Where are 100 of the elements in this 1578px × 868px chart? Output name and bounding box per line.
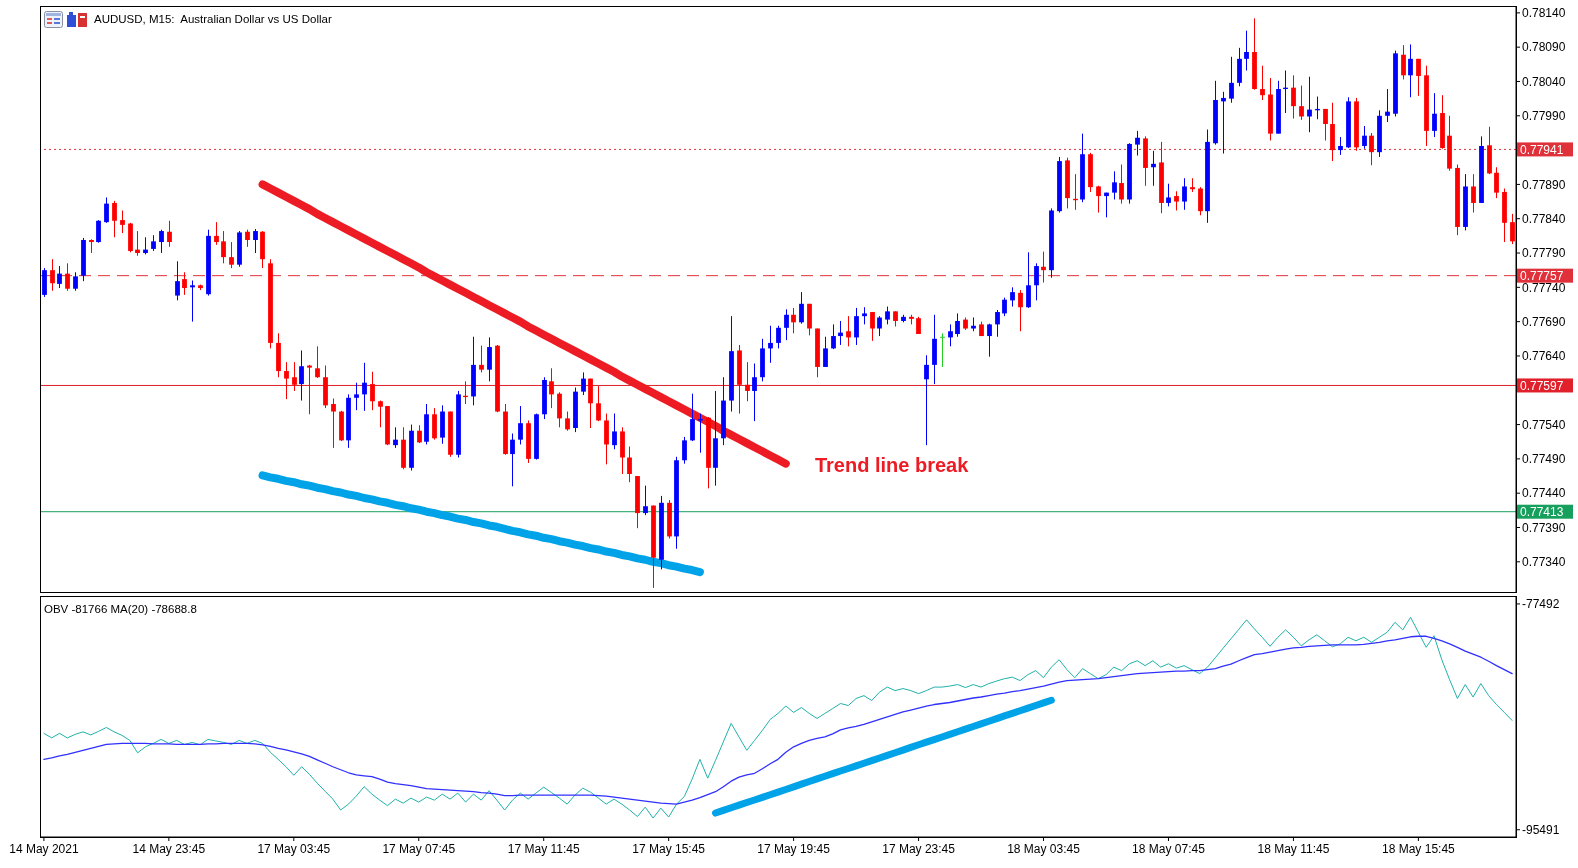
candlestick [823, 336, 828, 368]
candlestick [518, 405, 523, 445]
ref-line-label: 0.77757 [1520, 268, 1564, 283]
candlestick [1135, 130, 1140, 157]
candlestick [214, 221, 219, 246]
candlestick [1174, 190, 1179, 211]
ref-line-label: 0.77597 [1520, 378, 1564, 393]
candlestick [1260, 65, 1265, 101]
candlestick [221, 230, 226, 264]
candlestick [643, 485, 648, 516]
y-tick-label: 0.77840 [1522, 211, 1566, 226]
x-tick-label: 18 May 11:45 [1257, 841, 1330, 856]
candlestick [924, 354, 929, 446]
candlestick [581, 371, 586, 396]
candlestick [479, 345, 484, 373]
candlestick [135, 230, 140, 257]
candlestick [1010, 286, 1015, 308]
text: OBV -81766 MA(20) -78688.8 [44, 602, 197, 616]
candlestick [1182, 177, 1187, 211]
candlestick [1002, 297, 1007, 317]
candlestick [955, 312, 960, 338]
candlestick [229, 241, 234, 269]
candlestick [745, 361, 750, 402]
candlestick [253, 228, 258, 254]
candlestick [682, 436, 687, 465]
candlestick [182, 271, 187, 296]
candlestick [378, 400, 383, 428]
ref-line-label: 0.77413 [1520, 504, 1564, 519]
candlestick [1299, 85, 1304, 121]
line-series [43, 616, 1513, 819]
x-tick-label: 17 May 03:45 [257, 841, 331, 856]
candlestick [362, 362, 367, 412]
annotation: Trend line break [814, 452, 969, 477]
candlestick [1369, 132, 1374, 166]
candlestick [1096, 185, 1101, 214]
candlestick [331, 398, 336, 449]
y-tick-label: 0.77340 [1522, 555, 1566, 570]
x-tick-label: 17 May 23:45 [882, 841, 956, 856]
x-tick-label: 17 May 15:45 [632, 841, 706, 856]
candlestick [73, 271, 78, 292]
candlestick [948, 323, 953, 347]
candlestick [831, 323, 836, 350]
candlestick [1018, 289, 1023, 332]
x-tick-label: 18 May 07:45 [1132, 841, 1206, 856]
candlestick [510, 432, 515, 487]
candlestick [1408, 43, 1413, 98]
candlestick [1229, 56, 1234, 104]
y-tick-label: 0.78140 [1522, 6, 1566, 21]
candlestick [1198, 186, 1203, 216]
candlestick [854, 307, 859, 346]
candlestick [1104, 192, 1109, 218]
x-tick-label: 17 May 11:45 [507, 841, 580, 856]
candlestick [393, 426, 398, 449]
candlestick [354, 382, 359, 411]
candlestick [1112, 170, 1117, 200]
ref-line-label: 0.77941 [1520, 142, 1564, 157]
y-tick-label: 0.77540 [1522, 417, 1566, 432]
candlestick [838, 320, 843, 346]
candlestick [1362, 125, 1367, 150]
candlestick [190, 279, 195, 323]
candlestick [995, 309, 1000, 338]
candlestick [1034, 262, 1039, 301]
y-tick-label: 0.77790 [1522, 246, 1566, 261]
candlestick [1026, 251, 1031, 309]
y-tick-label: 0.77690 [1522, 314, 1566, 329]
candlestick [1323, 108, 1328, 141]
candlestick [159, 229, 164, 254]
candlestick [1166, 183, 1171, 207]
y-tick-label: -77492 [1522, 597, 1560, 612]
x-tick-label: 14 May 23:45 [132, 841, 206, 856]
line-series [43, 635, 1513, 805]
x-tick-label: 18 May 03:45 [1007, 841, 1081, 856]
y-tick-label: 0.77890 [1522, 177, 1566, 192]
candlestick [627, 446, 632, 483]
candlestick [1494, 166, 1499, 199]
candlestick [791, 307, 796, 334]
candlestick [104, 196, 109, 224]
y-tick-label: 0.77740 [1522, 280, 1566, 295]
candlestick [940, 332, 945, 368]
candlestick [112, 200, 117, 238]
candlestick [870, 311, 875, 342]
candlestick [690, 393, 695, 442]
candlestick [370, 371, 375, 411]
x-tick-label: 17 May 07:45 [382, 841, 456, 856]
candlestick [175, 260, 180, 301]
candlestick [784, 308, 789, 341]
candlestick [120, 209, 125, 234]
candlestick [776, 325, 781, 349]
candlestick [549, 367, 554, 409]
candlestick [1307, 76, 1312, 133]
candlestick [1151, 150, 1156, 187]
text: AUDUSD, M15: Australian Dollar vs US Dollar [94, 12, 332, 26]
candlestick [1432, 92, 1437, 138]
candlestick [292, 361, 297, 392]
y-tick-label: 0.78090 [1522, 40, 1566, 55]
candlestick [1119, 164, 1124, 205]
candlestick [1221, 91, 1226, 155]
candlestick [596, 385, 601, 422]
candlestick [565, 411, 570, 432]
candlestick [752, 363, 757, 422]
